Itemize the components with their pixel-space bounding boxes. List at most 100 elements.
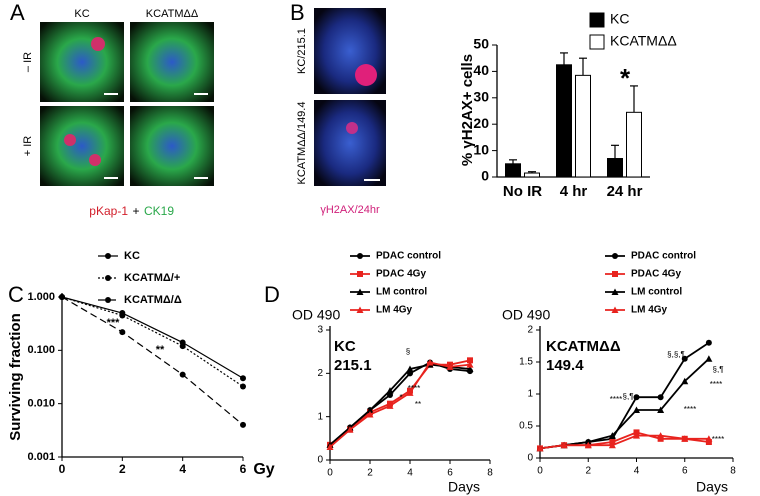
marker (705, 439, 712, 445)
marker (366, 406, 374, 414)
marker (608, 432, 616, 439)
marker (356, 306, 364, 313)
y-axis-label: % γH2AX+ cells (459, 54, 476, 166)
column-label: KC (74, 8, 89, 20)
marker (446, 363, 454, 370)
y-tick-label: 3 (317, 325, 323, 336)
annotation: § (406, 347, 410, 356)
y-tick-label: 50 (473, 36, 489, 52)
annotation: **** (710, 380, 722, 389)
marker (406, 365, 414, 372)
legend-label: KC (610, 11, 629, 27)
micrograph (314, 100, 386, 186)
y-axis-label: Surviving fraction (7, 313, 24, 441)
marker (657, 432, 665, 439)
y-tick-label: 2 (317, 368, 323, 379)
bar (524, 172, 540, 178)
line-chart: 0 0.5 1 1.5 2 0 2 4 6 8 OD 490 Days KCATMΔΔ 149.4 PDAC… (502, 251, 736, 495)
marker (426, 359, 434, 366)
row-label: KCATMΔΔ/149.4 (296, 102, 308, 185)
bar (575, 74, 591, 178)
legend-label: LM control (631, 287, 682, 298)
marker (705, 355, 713, 362)
marker (681, 435, 689, 442)
x-tick-label: 8 (730, 466, 736, 477)
marker (179, 371, 186, 378)
y-tick-label: 1 (317, 411, 323, 422)
y-tick-label: 0 (317, 455, 323, 466)
caption: γH2AX/24hr (320, 204, 380, 216)
legend-label: PDAC control (376, 251, 441, 262)
series-line (539, 434, 709, 450)
series-line (61, 296, 244, 379)
x-tick-label: No IR (503, 183, 542, 200)
annotation: ** (415, 400, 421, 409)
legend-label: KCATMΔΔ (610, 33, 677, 49)
annotation: **** (610, 395, 622, 404)
x-tick-label: 8 (487, 468, 493, 479)
marker (240, 421, 246, 428)
nucleus (355, 64, 377, 86)
marker (105, 253, 111, 259)
bar (607, 158, 623, 178)
legend-label: KC (124, 250, 140, 262)
y-tick-label: 0.001 (27, 451, 55, 463)
marker (386, 402, 394, 409)
caption-red: pKap-1 (89, 204, 128, 218)
marker (612, 253, 618, 259)
x-tick-label: 2 (119, 462, 126, 476)
legend-swatch (589, 12, 605, 28)
y-axis-label: OD 490 (292, 307, 340, 323)
caption-plus: + (132, 204, 139, 218)
annotation: * (620, 63, 631, 93)
marker (681, 377, 689, 385)
marker (240, 383, 246, 390)
x-tick-label: 4 hr (560, 183, 588, 200)
panel-b-images (314, 8, 386, 186)
y-tick-label: 0.5 (519, 421, 533, 432)
marker (467, 357, 473, 364)
nucleus (64, 134, 76, 146)
marker (105, 275, 111, 281)
y-tick-label: 1.5 (519, 357, 533, 368)
annotation: §,¶ (623, 392, 634, 401)
y-tick-label: 0 (527, 453, 533, 464)
marker (326, 443, 334, 450)
bar (626, 111, 642, 178)
annotation: §,§,¶ (667, 350, 685, 359)
bar-chart: 0 10 20 30 40 50 % γH2AX+ cells No IR 4 hr 24 hr K… (459, 11, 677, 200)
micrograph (130, 22, 214, 102)
x-axis-label: Gy (253, 461, 274, 478)
legend-label: KCATMΔ/+ (124, 272, 180, 284)
marker (705, 339, 712, 346)
annotation: *** (107, 317, 121, 329)
line-chart: 0.001 0.010 0.100 1.000 0 2 4 6 Surviving fracti… (7, 250, 275, 478)
legend-label: PDAC 4Gy (376, 269, 426, 280)
x-axis-label: Days (696, 479, 728, 495)
marker (466, 361, 474, 368)
x-tick-label: 0 (59, 462, 66, 476)
marker (346, 426, 354, 433)
marker (119, 329, 126, 336)
marker (633, 406, 640, 413)
axis (61, 293, 243, 458)
marker (356, 288, 364, 295)
x-tick-label: 24 hr (607, 183, 643, 200)
y-tick-label: 0 (481, 168, 489, 184)
row-label: – IR (22, 52, 34, 72)
marker (466, 365, 474, 372)
line-chart: 0 1 2 3 0 2 4 6 8 OD 490 Days KC 215.1 PDAC control PD… (292, 251, 493, 495)
marker (657, 406, 665, 413)
legend-swatch (589, 34, 605, 50)
y-tick-label: 10 (473, 141, 489, 157)
panel-letter: B (290, 0, 305, 25)
marker (59, 294, 65, 300)
legend-label: PDAC 4Gy (631, 269, 681, 280)
marker (657, 435, 664, 442)
row-label: + IR (22, 136, 34, 157)
marker (611, 306, 619, 313)
bar (556, 64, 572, 178)
bar (505, 163, 521, 178)
marker (357, 271, 363, 277)
